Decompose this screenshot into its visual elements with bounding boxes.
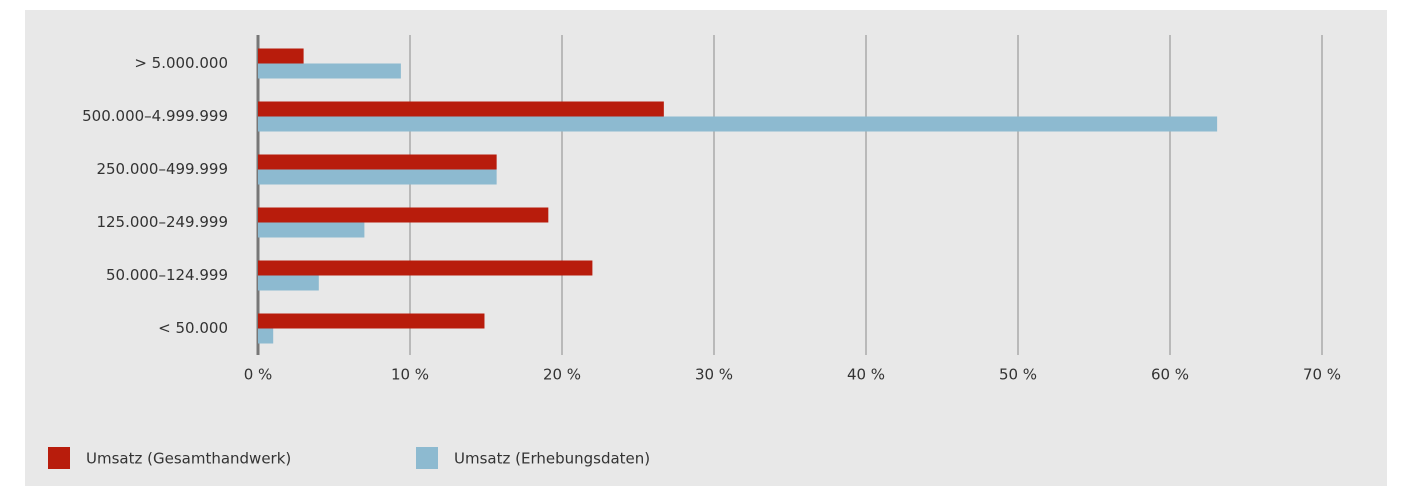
x-tick-label: 30 % — [695, 366, 733, 384]
x-tick-label: 40 % — [847, 366, 885, 384]
x-tick-label: 60 % — [1151, 366, 1189, 384]
bar — [258, 328, 274, 344]
x-tick-label: 70 % — [1303, 366, 1341, 384]
legend-label: Umsatz (Gesamthandwerk) — [86, 450, 291, 468]
y-tick-label: 125.000–249.999 — [96, 213, 228, 231]
bar — [258, 169, 497, 185]
bar — [258, 101, 664, 117]
panel — [25, 10, 1387, 486]
x-tick-label: 20 % — [543, 366, 581, 384]
bar — [258, 222, 365, 238]
bar — [258, 63, 401, 79]
y-tick-label: 250.000–499.999 — [96, 160, 228, 178]
y-tick-label: 500.000–4.999.999 — [82, 107, 228, 125]
bar — [258, 116, 1218, 132]
y-tick-label: 50.000–124.999 — [106, 266, 228, 284]
legend-label: Umsatz (Erhebungsdaten) — [454, 450, 650, 468]
legend-swatch — [48, 447, 70, 469]
bar — [258, 154, 497, 170]
y-tick-label: < 50.000 — [158, 319, 228, 337]
bar — [258, 275, 319, 291]
bar — [258, 207, 549, 223]
x-tick-label: 0 % — [244, 366, 273, 384]
y-tick-label: > 5.000.000 — [134, 54, 228, 72]
bar — [258, 48, 304, 64]
bar — [258, 260, 593, 276]
x-tick-label: 10 % — [391, 366, 429, 384]
x-tick-label: 50 % — [999, 366, 1037, 384]
bar — [258, 313, 485, 329]
legend-swatch — [416, 447, 438, 469]
